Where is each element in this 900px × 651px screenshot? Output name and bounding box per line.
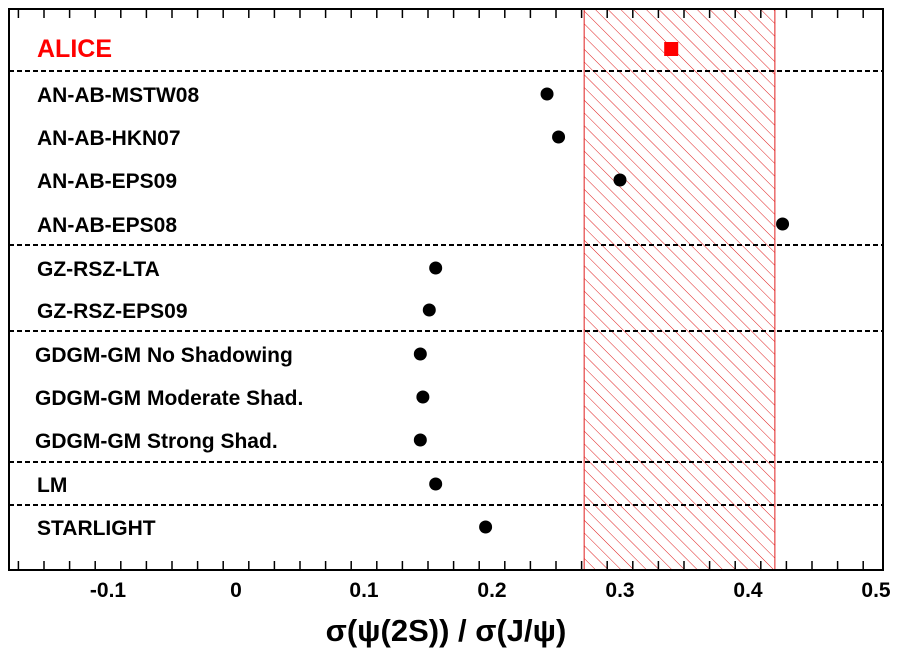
model-marker (540, 87, 554, 101)
row-label: ALICE (37, 35, 112, 63)
row-label: LM (37, 474, 67, 497)
model-marker (552, 130, 566, 144)
row-label: GZ-RSZ-EPS09 (37, 300, 188, 323)
alice-uncertainty-band (583, 8, 776, 571)
row-label: AN-AB-EPS08 (37, 214, 177, 237)
row-label: GDGM-GM Strong Shad. (35, 430, 278, 453)
x-tick-label: -0.1 (90, 579, 127, 602)
row-label: GDGM-GM Moderate Shad. (35, 387, 303, 410)
row-label: AN-AB-EPS09 (37, 170, 177, 193)
x-tick-label: 0.1 (349, 579, 379, 602)
model-marker (413, 433, 427, 447)
alice-marker (664, 42, 679, 56)
x-tick-label: 0.3 (605, 579, 634, 602)
row-label: GZ-RSZ-LTA (37, 258, 160, 281)
row-label: AN-AB-HKN07 (37, 127, 181, 150)
row-label: GDGM-GM No Shadowing (35, 344, 293, 367)
x-tick-label: 0.5 (861, 579, 891, 602)
model-marker (613, 173, 627, 187)
row-label: AN-AB-MSTW08 (37, 84, 199, 107)
x-tick-label: 0.4 (733, 579, 763, 602)
plot-frame (8, 8, 884, 571)
x-tick-label: 0 (230, 579, 242, 602)
model-marker (429, 477, 443, 491)
x-tick-label: 0.2 (477, 579, 506, 602)
model-marker (422, 303, 436, 317)
model-marker (413, 347, 427, 361)
model-marker (776, 217, 790, 231)
model-marker (416, 390, 430, 404)
model-marker (429, 261, 443, 275)
x-axis-title: σ(ψ(2S)) / σ(J/ψ) (326, 613, 567, 648)
row-label: STARLIGHT (37, 517, 156, 540)
model-marker (479, 520, 493, 534)
